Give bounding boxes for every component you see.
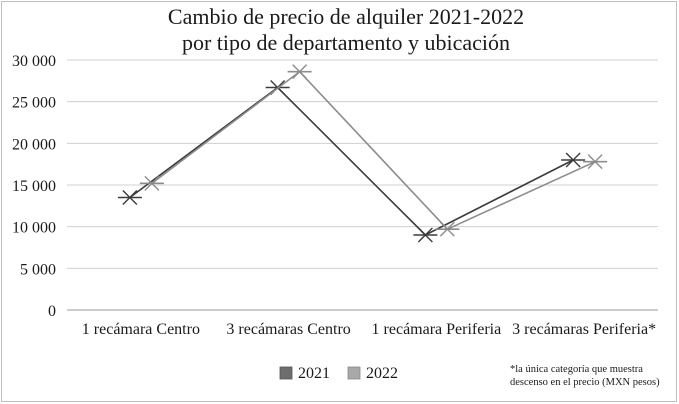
gridlines [67,59,658,269]
y-tick-label: 15 000 [12,178,56,195]
x-tick-label: 1 recámara Centro [82,321,200,338]
x-tick-labels: 1 recámara Centro 3 recámaras Centro 1 rec… [82,321,656,338]
y-tick-label: 20 000 [12,136,56,153]
data-point-2022-0 [139,175,164,191]
y-tick-label: 0 [48,303,56,320]
series-line-2021 [129,86,574,236]
data-point-2022-3 [583,154,608,170]
x-tick-label: 3 recámaras Periferia* [512,321,656,338]
data-point-2022-1 [287,64,312,80]
legend-swatch-2021 [279,366,293,380]
legend-swatch-2022 [347,366,361,380]
series-2021 [117,80,586,243]
data-point-2021-3 [561,152,586,168]
x-tick-label: 3 recámaras Centro [226,321,350,338]
y-tick-label: 25 000 [12,95,56,112]
legend-label-2021: 2021 [298,365,330,382]
chart-title-line-2: por tipo de departamento y ubicación [182,30,510,55]
data-point-2021-0 [117,190,142,205]
y-tick-labels: 30 000 25 000 20 000 15 000 10 000 5 000 0 [12,53,56,320]
legend-label-2022: 2022 [366,365,398,382]
footnote: *la única categoría que muestra descenso… [510,364,660,388]
chart-title-line-1: Cambio de precio de alquiler 2021-2022 [168,4,524,29]
legend: 2021 2022 [279,365,398,382]
series-lines [117,64,608,243]
y-tick-label: 30 000 [12,53,56,70]
y-tick-label: 5 000 [20,261,56,278]
x-tick-label: 1 recámara Periferia [372,321,502,338]
series-line-2022 [151,70,596,231]
series-2022 [139,64,608,237]
footnote-line-1: *la única categoría que muestra [510,364,643,375]
data-point-2021-2 [413,227,438,243]
y-tick-label: 10 000 [12,220,56,237]
footnote-line-2: descenso en el precio (MXN pesos) [510,377,660,388]
data-point-2022-2 [435,221,460,237]
